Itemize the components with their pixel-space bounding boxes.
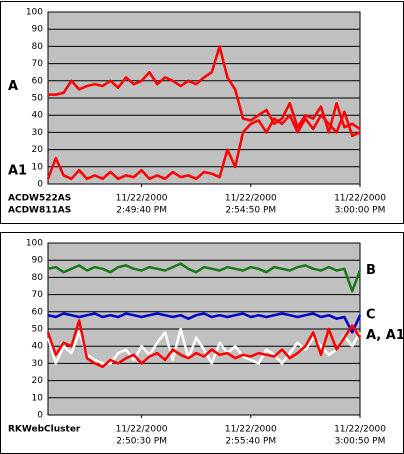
x-tick-label: 11/22/2000: [225, 194, 277, 204]
y-tick-label: 100: [26, 8, 43, 18]
y-tick-label: 10: [32, 162, 44, 172]
series-line: [47, 262, 362, 293]
y-tick-label: 20: [32, 145, 44, 155]
x-tick-label: 3:00:50 PM: [335, 437, 386, 447]
x-tick-label: 11/22/2000: [225, 425, 277, 435]
y-tick-label: 90: [32, 25, 44, 35]
series-line: [46, 110, 361, 181]
y-tick-label: 10: [32, 393, 44, 403]
y-tick-label: 50: [32, 94, 44, 104]
y-tick-label: 80: [32, 42, 44, 52]
x-tick-label: 3:00:00 PM: [335, 206, 386, 216]
y-tick-label: 100: [26, 239, 43, 249]
y-tick-label: 0: [37, 180, 43, 190]
x-tick-label: 11/22/2000: [116, 194, 168, 204]
series-label: A1: [8, 163, 27, 178]
series-label: B: [366, 263, 376, 278]
annotation: A, A1: [366, 328, 404, 343]
series-label: C: [366, 308, 376, 323]
y-tick-label: 80: [32, 273, 44, 283]
y-tick-label: 70: [32, 59, 44, 69]
y-tick-label: 60: [32, 307, 44, 317]
y-tick-label: 30: [32, 128, 44, 138]
y-tick-label: 70: [32, 290, 44, 300]
x-tick-label: 11/22/2000: [334, 194, 386, 204]
series-line: [46, 327, 362, 365]
x-tick-label: 2:50:30 PM: [116, 437, 167, 447]
x-tick-label: 2:49:40 PM: [116, 206, 167, 216]
y-tick-label: 30: [32, 359, 44, 369]
y-tick-label: 40: [32, 342, 44, 352]
y-tick-label: 40: [32, 111, 44, 121]
series-label: A: [8, 79, 18, 94]
x-tick-label: 11/22/2000: [334, 425, 386, 435]
x-tick-label: 11/22/2000: [116, 425, 168, 435]
series-line: [48, 45, 361, 134]
y-tick-label: 60: [32, 76, 44, 86]
y-tick-label: 20: [32, 376, 44, 386]
y-tick-label: 50: [32, 325, 44, 335]
y-tick-label: 90: [32, 256, 44, 266]
chart-label: RKWebCluster: [8, 425, 81, 435]
series-line: [46, 319, 362, 369]
series-line: [47, 312, 362, 334]
x-tick-label: 2:55:40 PM: [225, 437, 276, 447]
chart-label: ACDW522AS: [8, 194, 71, 204]
chart-label: ACDW811AS: [8, 206, 71, 216]
x-tick-label: 2:54:50 PM: [225, 206, 276, 216]
y-tick-label: 0: [37, 411, 43, 421]
